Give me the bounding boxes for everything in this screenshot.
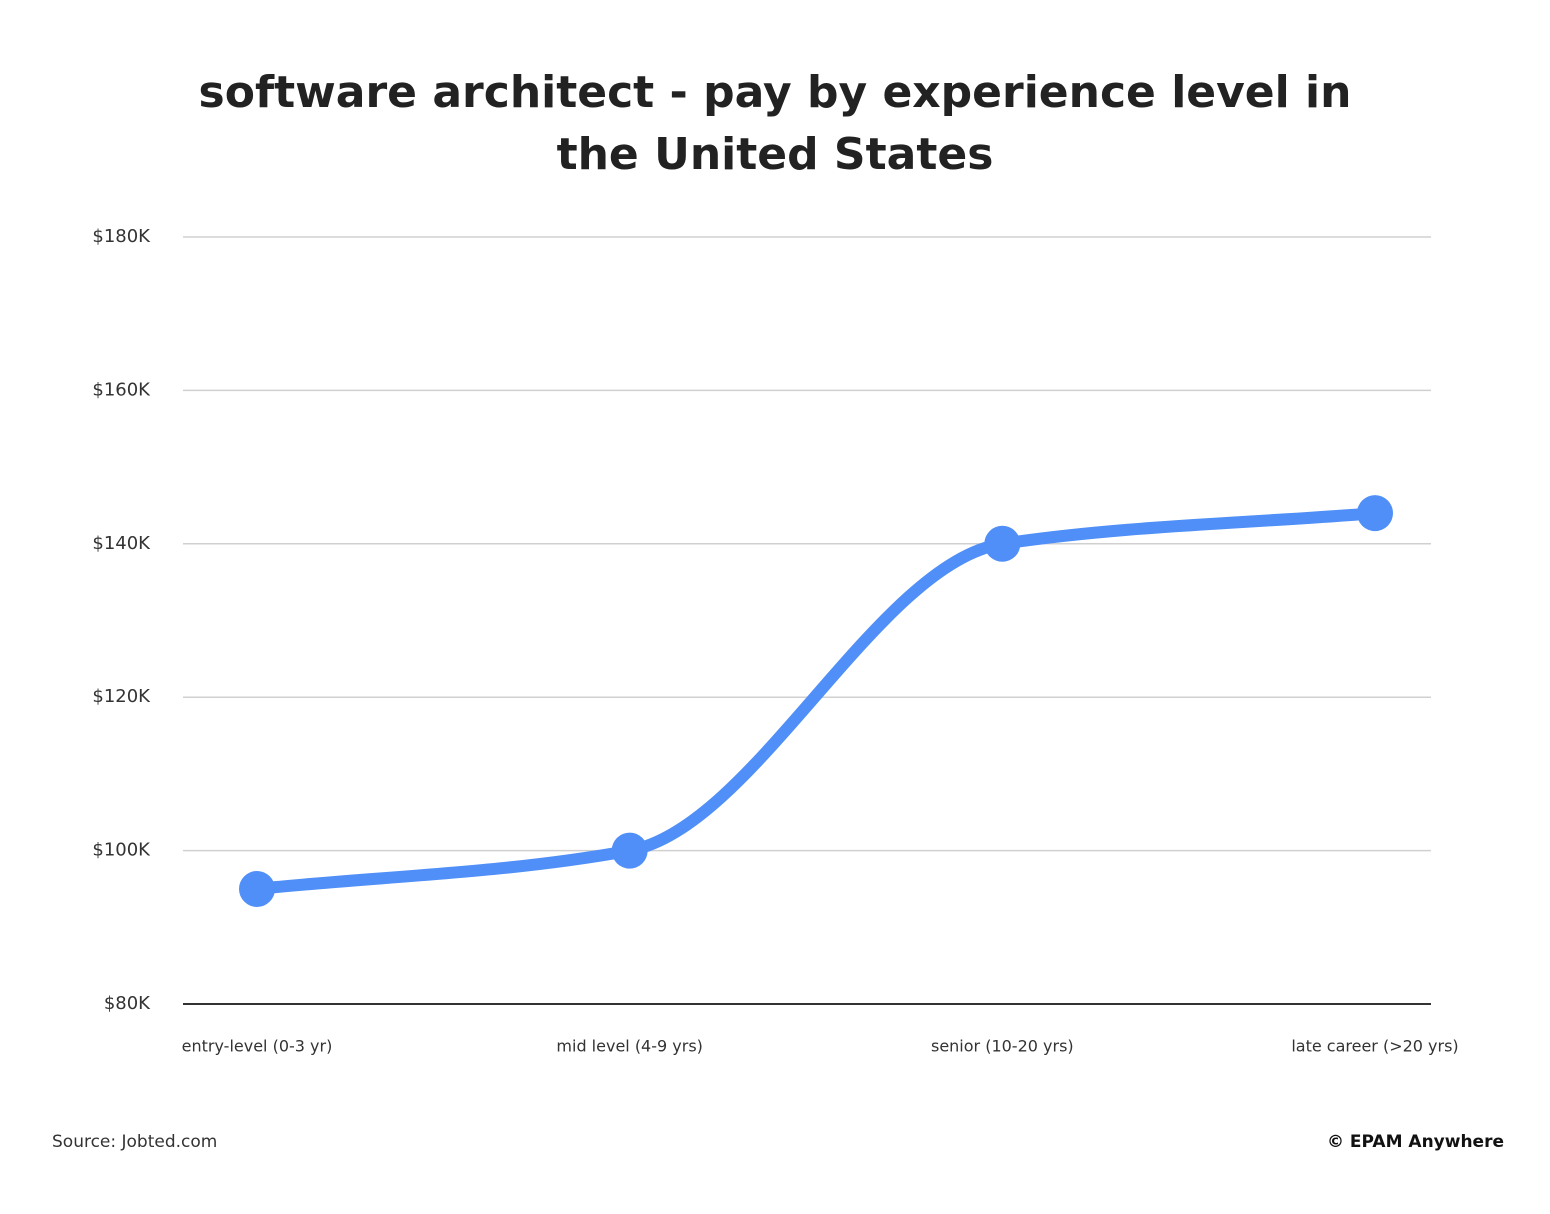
x-tick-label: mid level (4-9 yrs) [556, 1037, 703, 1056]
credit: © EPAM Anywhere [1326, 1132, 1504, 1152]
chart-title: software architect - pay by experience l… [198, 67, 1352, 180]
point [239, 870, 275, 907]
y-tick-label: $80K [104, 993, 151, 1014]
point [1357, 495, 1393, 532]
point [984, 525, 1021, 562]
y-tick-label: $140K [92, 533, 151, 554]
line [251, 507, 1381, 895]
y-tick-label: $100K [92, 840, 151, 861]
point [611, 832, 648, 869]
y-tick-label: $180K [92, 226, 151, 247]
x-tick-label: entry-level (0-3 yr) [182, 1037, 333, 1056]
x-tick-label: late career (>20 yrs) [1291, 1037, 1458, 1056]
x-tick-label: senior (10-20 yrs) [931, 1037, 1074, 1056]
y-tick-label: $120K [92, 686, 151, 707]
y-tick-label: $160K [92, 379, 151, 400]
source: Source: Jobted.com [52, 1132, 218, 1152]
